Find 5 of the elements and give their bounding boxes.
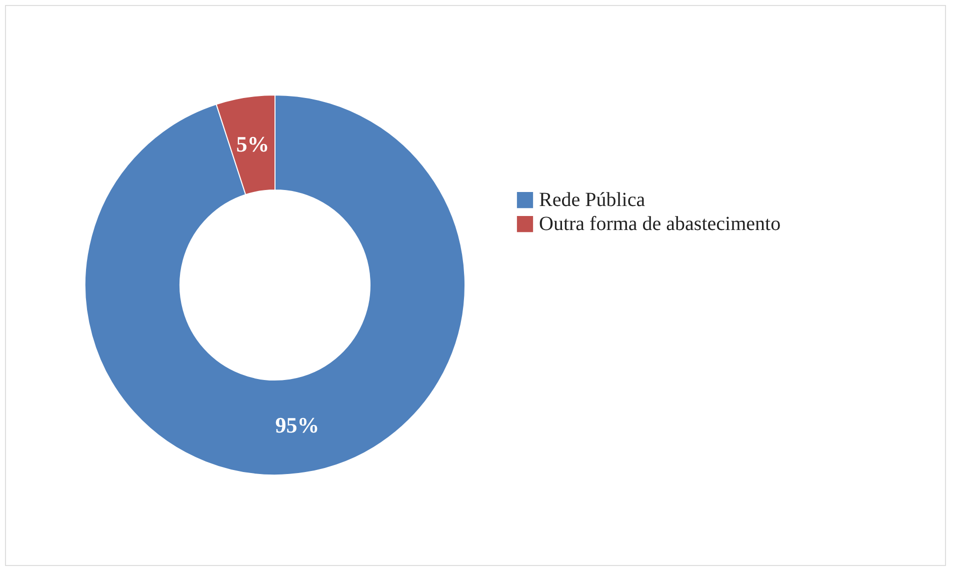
legend-label: Rede Pública xyxy=(539,189,646,211)
data-label: 95% xyxy=(275,412,320,438)
data-label: 5% xyxy=(236,131,270,156)
donut-slice xyxy=(84,94,466,476)
legend-label: Outra forma de abastecimento xyxy=(539,213,781,235)
